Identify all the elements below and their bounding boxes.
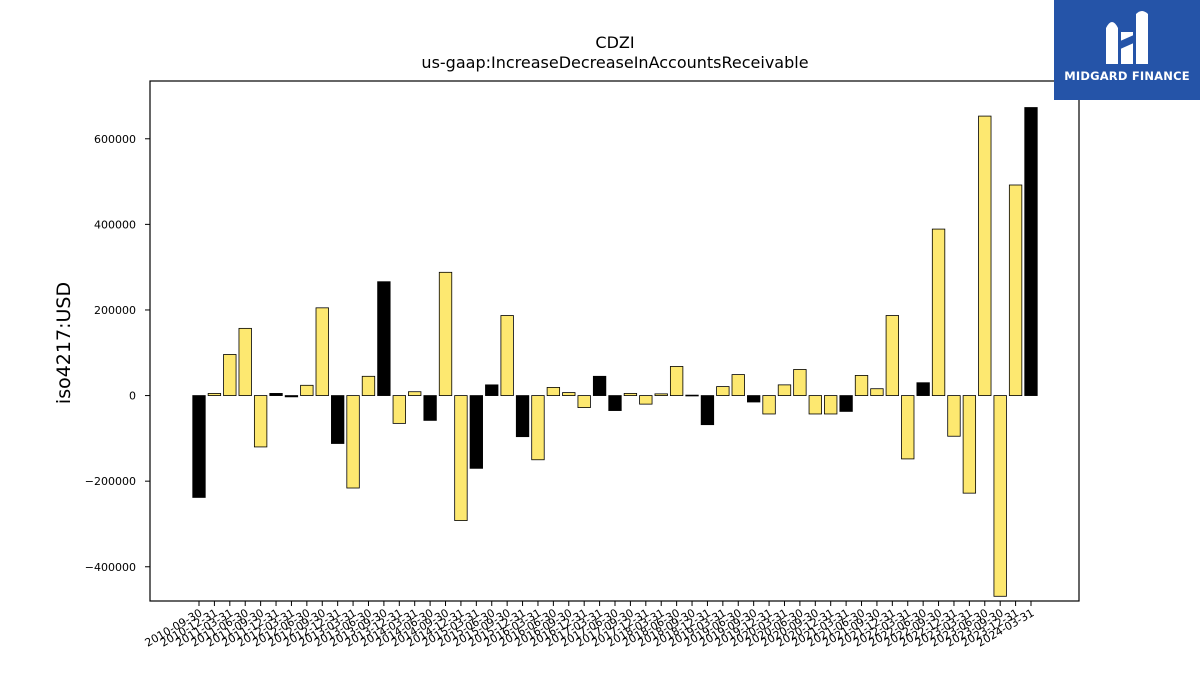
y-tick-label: −200000 (85, 475, 136, 488)
bar (253, 395, 268, 448)
bar (485, 384, 499, 396)
bar (361, 375, 376, 396)
bar (577, 395, 591, 408)
bar (546, 387, 561, 396)
bar (423, 395, 437, 421)
bar (947, 395, 961, 437)
bar (515, 395, 530, 438)
bar (870, 388, 884, 396)
midgard-logo-icon (1106, 11, 1148, 64)
bars (192, 107, 1038, 597)
bar (731, 374, 745, 396)
bar (207, 393, 222, 396)
bar (654, 393, 668, 396)
bar (716, 386, 730, 396)
bar (700, 395, 715, 426)
bar (346, 395, 360, 489)
bar (192, 395, 206, 498)
y-tick-label: 0 (129, 390, 136, 403)
bar (238, 327, 252, 396)
x-axis: 2010-09-302010-12-312011-03-312011-06-30… (143, 601, 1037, 650)
bar (300, 384, 314, 396)
bar (685, 394, 699, 397)
chart-subtitle: us-gaap:IncreaseDecreaseInAccountsReceiv… (421, 53, 808, 72)
bar (824, 395, 838, 415)
bar (392, 395, 406, 424)
bar (500, 315, 514, 396)
midgard-finance-logo: MIDGARD FINANCE (1054, 0, 1200, 100)
bar (1008, 184, 1023, 396)
bar (408, 391, 422, 396)
y-tick-label: 400000 (94, 218, 136, 231)
bar (269, 393, 283, 396)
bar (377, 281, 391, 396)
bar (531, 395, 545, 461)
bar (1024, 107, 1038, 396)
bar (808, 395, 822, 415)
bar (639, 395, 653, 405)
y-tick-label: 600000 (94, 133, 136, 146)
chart-title: CDZI (595, 33, 634, 52)
bar (747, 395, 761, 403)
bar (562, 392, 576, 396)
bar (901, 395, 915, 460)
bar (993, 395, 1007, 597)
bar (469, 395, 483, 469)
bar (223, 354, 237, 396)
bar (669, 366, 684, 396)
bar (315, 307, 329, 396)
bar (854, 375, 869, 396)
bar (438, 271, 453, 396)
bar (793, 369, 807, 396)
plot-frame (149, 80, 1080, 602)
logo-text: MIDGARD FINANCE (1064, 69, 1190, 83)
bar (592, 375, 607, 396)
bar (978, 115, 992, 396)
bar (931, 228, 946, 396)
y-tick-label: −400000 (85, 561, 136, 574)
y-tick-label: 200000 (94, 304, 136, 317)
bar (284, 395, 299, 398)
bar (839, 395, 853, 412)
bar (885, 315, 899, 396)
y-axis: −400000 −200000 0 200000 400000 600000 (85, 133, 150, 574)
bar (916, 382, 930, 396)
bar (608, 395, 622, 411)
bar (331, 395, 345, 444)
bar (454, 395, 468, 521)
y-axis-label: iso4217:USD (53, 282, 75, 404)
bar (777, 384, 792, 396)
bar (623, 393, 638, 396)
bar (762, 395, 776, 415)
bar (962, 395, 977, 494)
